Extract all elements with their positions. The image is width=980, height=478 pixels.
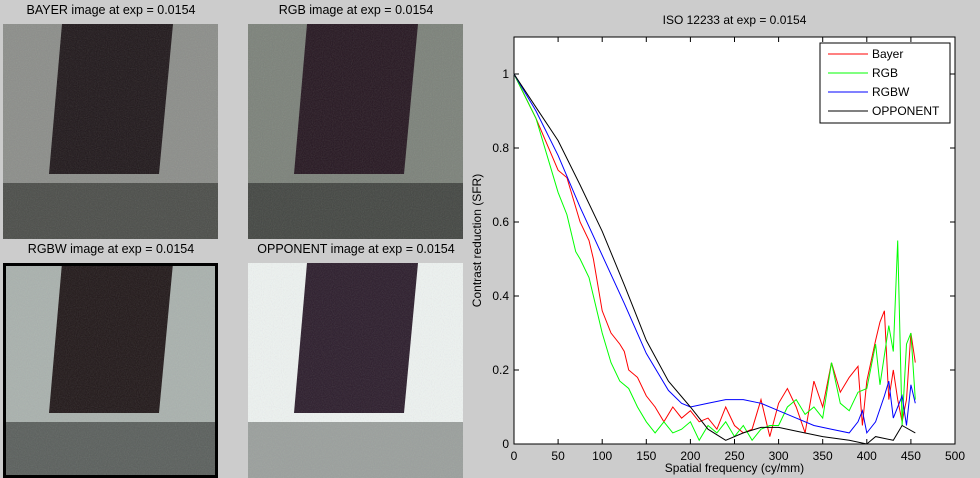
- x-tick-label: 350: [813, 449, 833, 463]
- x-tick-label: 400: [857, 449, 877, 463]
- x-tick-label: 200: [680, 449, 700, 463]
- y-tick-label: 0.6: [492, 215, 509, 229]
- x-tick-label: 300: [769, 449, 789, 463]
- x-axis-label: Spatial frequency (cy/mm): [665, 461, 804, 475]
- sensor-image-bayer[interactable]: [3, 24, 218, 239]
- x-tick-label: 100: [592, 449, 612, 463]
- x-tick-label: 450: [901, 449, 921, 463]
- legend: [819, 42, 951, 124]
- sensor-image-rgbw[interactable]: [3, 263, 218, 478]
- y-tick-label: 1: [502, 67, 509, 81]
- x-tick-label: 0: [511, 449, 518, 463]
- x-tick-label: 150: [636, 449, 656, 463]
- series-line-opponent: [513, 73, 916, 445]
- y-tick-label: 0.4: [492, 289, 509, 303]
- chart-title: ISO 12233 at exp = 0.0154: [663, 13, 807, 27]
- y-tick-label: 0: [502, 437, 509, 451]
- x-tick-label: 50: [551, 449, 565, 463]
- sensor-image-rgb[interactable]: [248, 24, 463, 239]
- legend-label: RGB: [872, 66, 898, 80]
- x-tick-label: 500: [945, 449, 965, 463]
- x-tick-label: 250: [724, 449, 744, 463]
- panel-title: OPPONENT image at exp = 0.0154: [257, 242, 455, 256]
- series-line-rgb: [513, 73, 916, 442]
- series-line-rgbw: [513, 73, 916, 435]
- y-axis-label: Contrast reduction (SFR): [470, 174, 484, 307]
- y-tick-label: 0.8: [492, 141, 509, 155]
- legend-label: RGBW: [872, 85, 910, 99]
- sensor-image-opponent[interactable]: [248, 263, 463, 478]
- legend-label: Bayer: [872, 47, 903, 61]
- panel-title: RGBW image at exp = 0.0154: [27, 242, 195, 256]
- legend-label: OPPONENT: [872, 104, 940, 118]
- panel-title: BAYER image at exp = 0.0154: [26, 3, 196, 17]
- panel-title: RGB image at exp = 0.0154: [278, 3, 434, 17]
- y-tick-label: 0.2: [492, 363, 509, 377]
